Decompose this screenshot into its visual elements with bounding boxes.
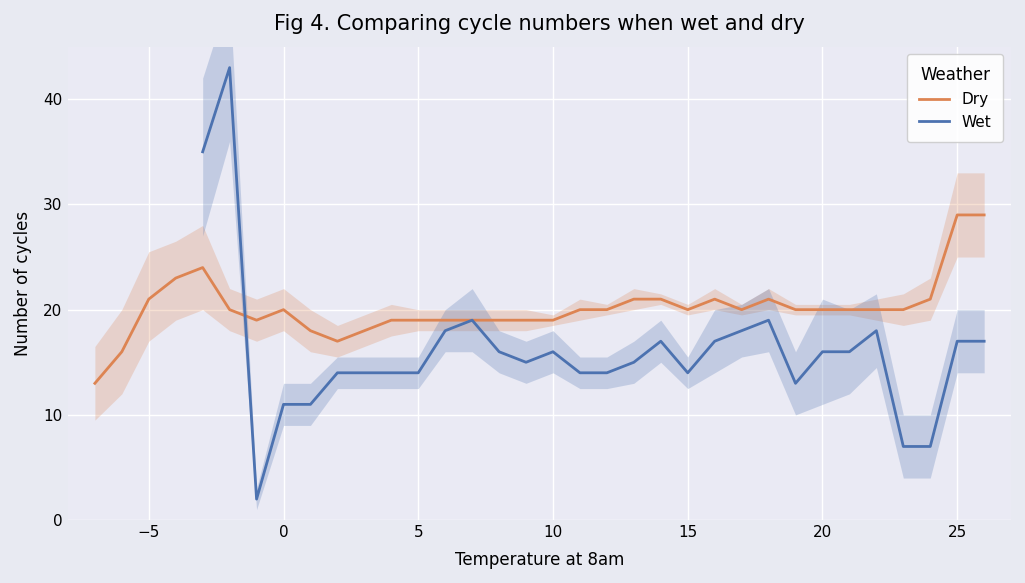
Dry [844, 306, 856, 313]
Dry [466, 317, 479, 324]
Wet [223, 64, 236, 71]
Wet [682, 369, 694, 376]
Wet [466, 317, 479, 324]
Dry [278, 306, 290, 313]
Dry [547, 317, 560, 324]
Wet [763, 317, 775, 324]
Dry [682, 306, 694, 313]
Wet [358, 369, 370, 376]
Dry [627, 296, 640, 303]
Dry [574, 306, 586, 313]
Wet [601, 369, 613, 376]
Wet [331, 369, 343, 376]
Wet [250, 496, 262, 503]
Wet [708, 338, 721, 345]
Dry [736, 306, 748, 313]
Dry [601, 306, 613, 313]
Wet [897, 443, 909, 450]
Wet [520, 359, 532, 366]
Dry [250, 317, 262, 324]
Wet [627, 359, 640, 366]
Wet [385, 369, 398, 376]
Wet [951, 338, 964, 345]
Dry [304, 327, 317, 334]
Dry [708, 296, 721, 303]
Wet [978, 338, 990, 345]
Dry [763, 296, 775, 303]
Line: Wet: Wet [203, 68, 984, 499]
Wet [789, 380, 802, 387]
Dry [816, 306, 828, 313]
Dry [978, 212, 990, 219]
Legend: Dry, Wet: Dry, Wet [906, 54, 1003, 142]
Title: Fig 4. Comparing cycle numbers when wet and dry: Fig 4. Comparing cycle numbers when wet … [274, 14, 805, 34]
Wet [655, 338, 667, 345]
Dry [789, 306, 802, 313]
Dry [870, 306, 883, 313]
Dry [197, 264, 209, 271]
Wet [278, 401, 290, 408]
Dry [520, 317, 532, 324]
Dry [385, 317, 398, 324]
Dry [925, 296, 937, 303]
Dry [169, 275, 181, 282]
Wet [412, 369, 424, 376]
Wet [439, 327, 451, 334]
Wet [197, 148, 209, 155]
Dry [951, 212, 964, 219]
Line: Dry: Dry [95, 215, 984, 384]
Dry [439, 317, 451, 324]
Dry [89, 380, 101, 387]
Wet [925, 443, 937, 450]
Dry [116, 348, 128, 355]
X-axis label: Temperature at 8am: Temperature at 8am [455, 551, 624, 569]
Wet [493, 348, 505, 355]
Wet [574, 369, 586, 376]
Wet [304, 401, 317, 408]
Dry [142, 296, 155, 303]
Wet [870, 327, 883, 334]
Dry [493, 317, 505, 324]
Y-axis label: Number of cycles: Number of cycles [14, 211, 32, 356]
Wet [844, 348, 856, 355]
Dry [358, 327, 370, 334]
Dry [655, 296, 667, 303]
Wet [736, 327, 748, 334]
Wet [547, 348, 560, 355]
Dry [331, 338, 343, 345]
Dry [897, 306, 909, 313]
Wet [816, 348, 828, 355]
Dry [412, 317, 424, 324]
Dry [223, 306, 236, 313]
